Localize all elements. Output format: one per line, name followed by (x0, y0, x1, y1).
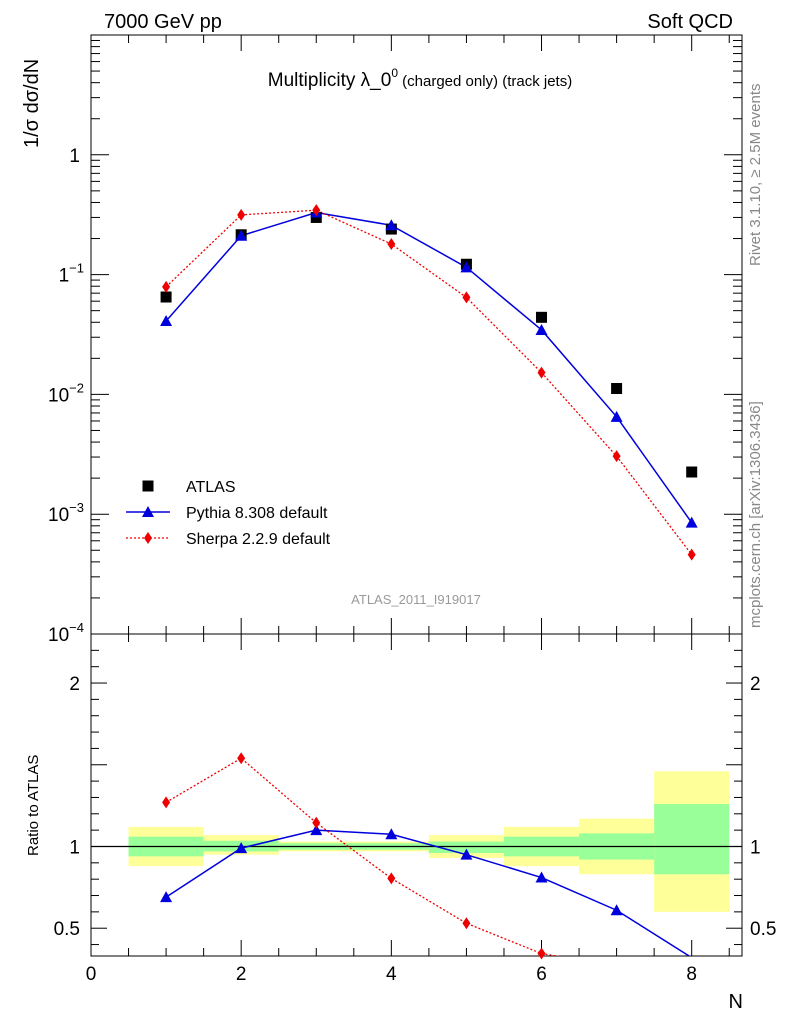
header-left-label: 7000 GeV pp (104, 11, 222, 33)
main-y-tick-exponent: −4 (69, 620, 84, 635)
main-y-tick-label: 10−4 (48, 620, 84, 646)
legend-atlas-marker (142, 480, 154, 492)
main-y-tick-mantissa: 1 (59, 266, 70, 287)
chart-title-main: Multiplicity λ_0 (268, 70, 392, 91)
pythia-point (385, 219, 398, 231)
ratio-y-tick-label-right: 2 (750, 674, 761, 695)
ratio-band-inner (428, 841, 504, 854)
ratio-sherpa-point (162, 796, 171, 809)
main-y-tick-exponent: −2 (69, 380, 84, 395)
main-y-tick-label: 1−1 (59, 261, 84, 287)
legend-pythia-marker (142, 506, 154, 517)
atlas-point (686, 466, 698, 478)
ratio-pythia-point (385, 828, 398, 840)
main-y-tick-label: 1 (69, 146, 80, 167)
ratio-y-tick-label-left: 2 (69, 674, 80, 695)
pythia-point (160, 314, 173, 326)
x-tick-label: 8 (686, 964, 697, 985)
main-y-tick-exponent: −3 (69, 500, 84, 515)
ratio-y-axis-label: Ratio to ATLAS (25, 755, 42, 856)
ratio-pythia-point (160, 891, 173, 903)
atlas-point (611, 383, 623, 395)
main-y-axis-label: 1/σ dσ/dN (21, 59, 43, 148)
sherpa-point (312, 204, 321, 217)
x-tick-label: 6 (536, 964, 547, 985)
ratio-pythia-point (460, 848, 473, 860)
chart-title: Multiplicity λ_00 (charged only) (track … (268, 66, 572, 91)
pythia-point (610, 410, 623, 422)
legend-label-1: Pythia 8.308 default (186, 505, 328, 522)
legend-label-2: Sherpa 2.2.9 default (186, 531, 331, 548)
header-right-label: Soft QCD (647, 11, 733, 33)
ratio-y-tick-label-left: 1 (69, 837, 80, 858)
pythia-point (535, 323, 548, 335)
main-y-tick-mantissa: 10 (48, 625, 69, 646)
legend: ATLAS Pythia 8.308 default Sherpa 2.2.9 de… (126, 479, 331, 548)
watermark: ATLAS_2011_I919017 (351, 592, 481, 607)
side-label-top: Rivet 3.1.10, ≥ 2.5M events (747, 84, 764, 267)
main-plot-area: 10−410−310−21−11 (48, 34, 743, 646)
sherpa-line (165, 209, 693, 555)
ratio-sherpa-point (312, 816, 321, 829)
main-y-tick-label: 10−2 (48, 380, 84, 406)
chart-title-rest: (charged only) (track jets) (398, 73, 572, 90)
ratio-pythia-line (165, 829, 691, 956)
ratio-pythia-point (310, 824, 323, 836)
ratio-sherpa-point (537, 947, 546, 960)
atlas-point (536, 311, 548, 323)
x-tick-label: 4 (386, 964, 397, 985)
ratio-sherpa-point (462, 917, 471, 930)
pythia-point (235, 229, 248, 241)
main-y-tick-label: 10−3 (48, 500, 84, 526)
ratio-y-tick-label-right: 1 (750, 837, 761, 858)
ratio-y-tick-label-left: 0.5 (54, 919, 80, 940)
legend-sherpa-marker (144, 532, 152, 544)
ratio-y-tick-label-right: 0.5 (750, 919, 776, 940)
x-tick-label: 2 (236, 964, 247, 985)
ratio-pythia-point (235, 842, 248, 854)
ratio-frame (90, 633, 743, 957)
pythia-point (460, 261, 473, 273)
pythia-point (685, 516, 698, 528)
pythia-line (165, 211, 693, 524)
sherpa-point (612, 450, 621, 463)
ratio-pythia-point (535, 871, 548, 883)
sherpa-point (162, 280, 171, 293)
x-axis-label: N (729, 991, 743, 1013)
sherpa-point (537, 366, 546, 379)
main-y-tick-mantissa: 10 (48, 385, 69, 406)
ratio-band-inner (654, 803, 730, 875)
ratio-sherpa-point (237, 752, 246, 765)
sherpa-point (687, 548, 696, 561)
ratio-pythia-point (610, 904, 623, 916)
side-label-bottom: mcplots.cern.ch [arXiv:1306.3436] (747, 401, 764, 628)
ratio-sherpa-point (387, 872, 396, 885)
main-y-tick-mantissa: 10 (48, 505, 69, 526)
sherpa-point (387, 238, 396, 251)
sherpa-point (462, 291, 471, 304)
ratio-plot-area: 0 2 4 6 8 0.5 0.5 1 1 2 2 (54, 633, 776, 985)
sherpa-point (237, 208, 246, 221)
x-tick-label: 0 (86, 964, 97, 985)
atlas-point (160, 291, 172, 303)
legend-label-0: ATLAS (186, 479, 236, 496)
chart-title-superscript: 0 (391, 66, 398, 80)
main-y-tick-exponent: −1 (69, 261, 84, 276)
